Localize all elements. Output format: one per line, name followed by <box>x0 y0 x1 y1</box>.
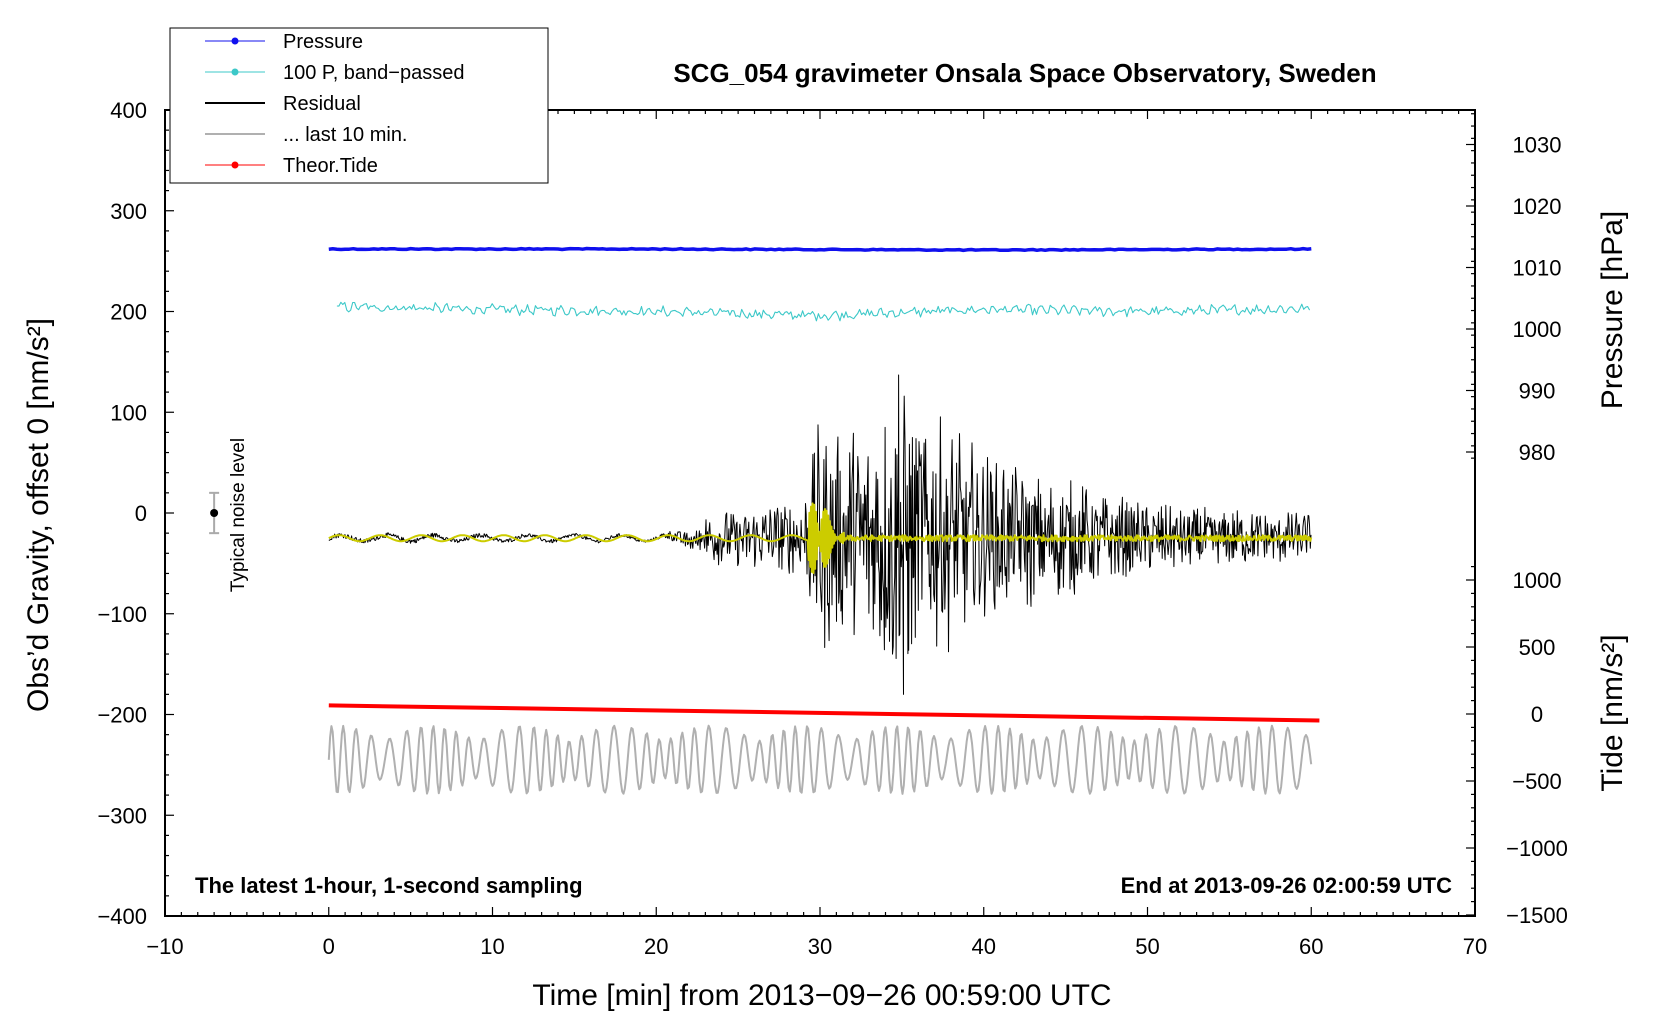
x-axis-label: Time [min] from 2013−09−26 00:59:00 UTC <box>532 979 1111 1012</box>
legend-items: Pressure 100 P, band−passed Residual ... la… <box>205 31 464 177</box>
gravity-tick-label: −200 <box>97 703 147 728</box>
pressure-tick-label: 1000 <box>1513 317 1562 342</box>
last-10-min-line <box>327 724 1313 795</box>
noise-level-label: Typical noise level <box>228 438 249 592</box>
gravity-tick-label: 300 <box>110 199 147 224</box>
plot-frame <box>164 109 1476 917</box>
tide-tick-label: 1000 <box>1513 568 1562 593</box>
tide-tick-label: −500 <box>1512 769 1562 794</box>
pressure-axis-label: Pressure [hPa] <box>1596 211 1629 409</box>
tide-tick-label: 500 <box>1519 635 1556 660</box>
pressure-tick-label: 980 <box>1519 440 1556 465</box>
legend-label: Residual <box>283 93 361 115</box>
time-tick-label: 10 <box>480 934 504 959</box>
filtered-line <box>328 502 1313 574</box>
legend-box <box>169 27 549 184</box>
legend-marker <box>231 37 239 45</box>
pressure-tick-label: 1030 <box>1513 133 1562 158</box>
noise-bar-point <box>210 509 219 517</box>
gravity-tick-label: 400 <box>110 98 147 123</box>
legend: Pressure 100 P, band−passed Residual ... la… <box>169 27 549 184</box>
time-tick-label: 30 <box>808 934 832 959</box>
gravity-tick-label: 100 <box>110 400 147 425</box>
tick-marks <box>164 109 1476 917</box>
gravity-tick-label: 200 <box>110 300 147 325</box>
legend-marker <box>231 161 239 169</box>
band-passed-line <box>336 301 1311 322</box>
time-tick-label: 60 <box>1299 934 1323 959</box>
pressure-tick-label: 990 <box>1519 379 1556 404</box>
time-tick-label: 0 <box>323 934 335 959</box>
tide-axis-label: Tide [nm/s²] <box>1596 634 1629 791</box>
legend-label: ... last 10 min. <box>283 124 408 146</box>
tide-tick-labels: 1000 500 0 −500 −1000 −1500 <box>1506 568 1568 928</box>
gravity-tick-label: −400 <box>97 904 147 929</box>
gravity-tick-label: 0 <box>135 501 147 526</box>
time-tick-labels: −10 0 10 20 30 40 50 60 70 <box>146 934 1487 959</box>
y-axis-label: Obs’d Gravity, offset 0 [nm/s²] <box>22 318 55 712</box>
tide-tick-label: 0 <box>1531 702 1543 727</box>
time-tick-label: 40 <box>972 934 996 959</box>
legend-label: Pressure <box>283 31 363 53</box>
legend-label: 100 P, band−passed <box>283 62 464 84</box>
annotation-left: The latest 1-hour, 1-second sampling <box>195 873 583 898</box>
gravity-tick-labels: 400 300 200 100 0 −100 −200 −300 −400 <box>97 98 147 929</box>
chart-title: SCG_054 gravimeter Onsala Space Observat… <box>673 58 1376 88</box>
legend-label: Theor.Tide <box>283 155 378 177</box>
time-tick-label: 50 <box>1135 934 1159 959</box>
series-layer <box>327 246 1320 795</box>
time-tick-label: −10 <box>146 934 183 959</box>
annotation-right: End at 2013-09-26 02:00:59 UTC <box>1121 873 1452 898</box>
tide-tick-label: −1000 <box>1506 836 1568 861</box>
pressure-tick-label: 1020 <box>1513 194 1562 219</box>
gravity-tick-label: −100 <box>97 602 147 627</box>
tide-line <box>328 703 1320 723</box>
legend-marker <box>231 68 239 76</box>
time-tick-label: 70 <box>1463 934 1487 959</box>
pressure-line <box>328 246 1312 253</box>
time-tick-label: 20 <box>644 934 668 959</box>
tide-tick-label: −1500 <box>1506 903 1568 928</box>
noise-level-marker <box>209 491 220 535</box>
pressure-tick-label: 1010 <box>1513 256 1562 281</box>
pressure-tick-labels: 1030 1020 1010 1000 990 980 <box>1513 133 1562 466</box>
gravity-tick-label: −300 <box>97 803 147 828</box>
